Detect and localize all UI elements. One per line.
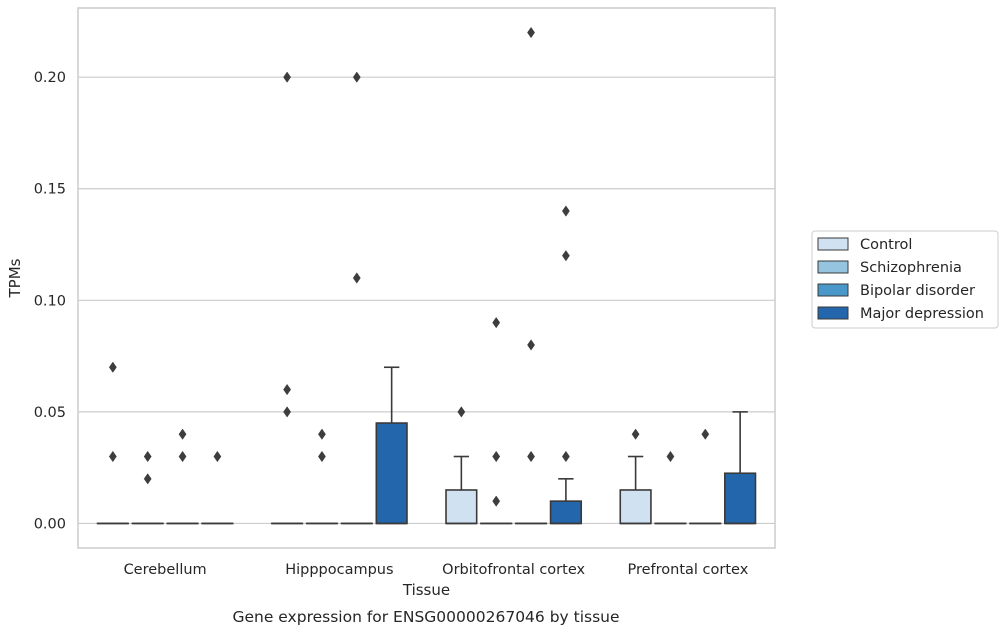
x-tick-label: Prefrontal cortex [627,562,748,578]
box-group [375,366,408,525]
x-axis-label: Tissue [402,581,450,599]
outlier-point [666,450,675,463]
box-plots [96,366,757,525]
outlier-point [561,250,570,262]
y-tick-label: 0.05 [34,405,66,421]
outlier-point [143,473,152,485]
y-axis-label: TPMs [6,258,24,298]
outlier-point [527,26,535,39]
legend-label: Major depression [860,306,984,322]
box-group [445,455,478,525]
y-tick-label: 0.15 [34,182,66,198]
y-tick-label: 0.10 [34,293,66,309]
outlier-point [561,450,570,463]
box [375,422,408,525]
outlier-point [561,205,570,217]
legend-swatch [817,237,849,251]
outlier-point [492,495,501,507]
outlier-point [108,361,117,373]
outlier-point [108,450,117,463]
outlier-point [352,272,361,284]
legend-label: Schizophrenia [860,260,962,276]
box [445,489,478,525]
x-tick-label: Hipppocampus [285,562,393,578]
outlier-point [492,450,501,463]
y-tick-label: 0.00 [34,516,66,532]
box [619,489,652,525]
outlier-point [701,428,710,440]
x-tick-label: Orbitofrontal cortex [442,562,585,578]
outlier-point [492,316,501,329]
box-group [549,478,583,525]
outlier-point [457,406,466,418]
outlier-points [108,26,710,507]
outlier-point [527,339,535,351]
outlier-point [178,450,187,463]
chart-caption: Gene expression for ENSG00000267046 by t… [232,608,619,626]
legend: Control Schizophrenia Bipolar disorder Majo… [811,230,999,329]
outlier-point [283,383,292,396]
plot-area-frame [77,7,776,549]
legend-swatch [817,306,849,320]
outlier-point [318,450,326,463]
x-tick-label: Cerebellum [124,562,207,578]
legend-label: Control [860,237,912,253]
box [549,500,583,525]
outlier-point [283,406,292,418]
outlier-point [178,428,187,440]
outlier-point [213,450,222,463]
outlier-point [283,71,292,83]
box-group [619,455,652,525]
outlier-point [527,450,535,463]
legend-label: Bipolar disorder [860,283,975,299]
y-tick-label: 0.20 [34,70,66,86]
box [724,472,757,525]
outlier-point [143,450,152,463]
legend-swatch [817,260,849,274]
legend-frame [811,230,999,329]
outlier-point [352,71,361,83]
y-axis-ticks: 0.00 0.05 0.10 0.15 0.20 [34,70,66,532]
legend-swatch [817,283,849,297]
x-axis-ticks: Cerebellum Hipppocampus Orbitofrontal cort… [124,562,749,578]
box-group [724,411,757,525]
outlier-point [631,428,640,440]
outlier-point [318,428,326,440]
